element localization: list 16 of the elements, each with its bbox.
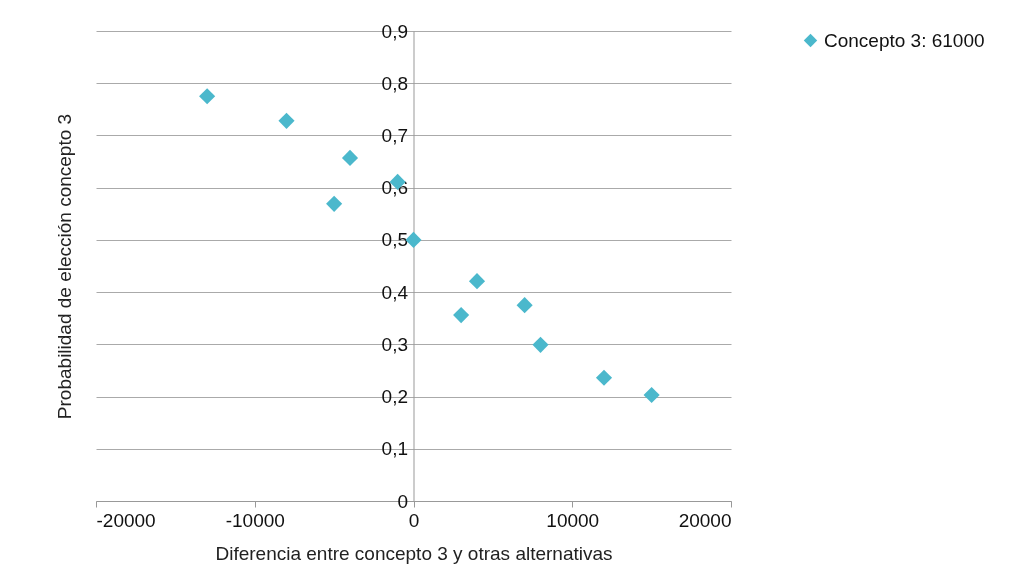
- y-tick-label: 0,8: [381, 72, 408, 94]
- y-tick-label: 0,9: [381, 20, 408, 42]
- y-tick-label: 0: [397, 490, 408, 512]
- y-tick-label: 0,7: [381, 124, 408, 146]
- y-tick-label: 0,3: [381, 333, 408, 355]
- x-axis-title: Diferencia entre concepto 3 y otras alternativas: [215, 542, 613, 564]
- x-tick-label: -10000: [225, 509, 285, 531]
- y-tick-label: 0,5: [381, 229, 408, 251]
- x-tick-label: 10000: [546, 509, 600, 531]
- y-tick-label: 0,1: [381, 438, 408, 460]
- y-tick-label: 0,2: [381, 386, 408, 408]
- x-tick-label: -20000: [96, 509, 156, 531]
- y-axis-title: Probabilidad de elección concepto 3: [53, 113, 75, 420]
- x-tick-label: 20000: [678, 509, 732, 531]
- legend-label: Concepto 3: 61000: [824, 29, 985, 51]
- y-tick-label: 0,4: [381, 281, 409, 303]
